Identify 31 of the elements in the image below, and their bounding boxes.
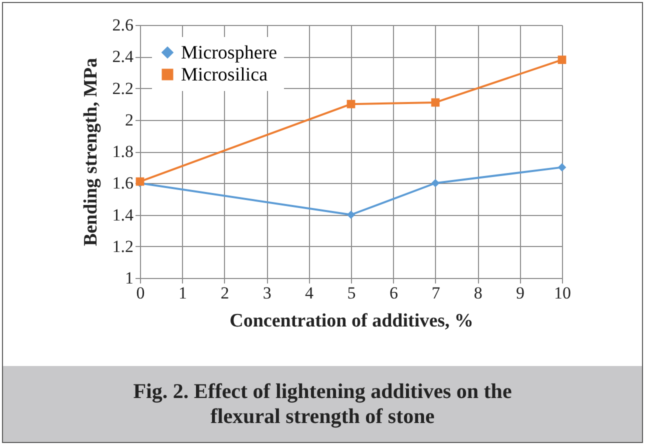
point [431,98,440,107]
y-tick-label: 2.6 [112,16,134,34]
legend-label: Microsilica [181,64,268,86]
x-tick-label: 0 [136,284,145,302]
x-tick-label: 3 [262,284,272,302]
y-axis-title: Bending strength, MPa [80,57,102,246]
x-tick-label: 1 [178,284,187,302]
y-tick-label: 2.4 [112,47,134,66]
y-tick-label: 1.2 [112,236,134,256]
legend-label: Microsphere [181,42,278,64]
point [431,178,440,188]
x-tick-label: 10 [554,284,571,302]
y-tick-label: 1.6 [112,174,134,193]
x-tick-label: 2 [220,284,230,302]
y-tick-label: 1.4 [112,205,134,224]
point [346,210,356,219]
point [558,163,566,172]
x-tick-label: 7 [432,284,441,302]
x-tick-label: 6 [389,284,398,302]
text: Fig. 2. Effect of lightening additives on the flexural strength of stone [132,379,512,429]
x-tick-label: 4 [305,284,314,302]
x-tick-label: 9 [516,284,525,302]
y-tick-label: 1.8 [112,142,134,161]
x-axis-title: Concentration of additives, % [230,310,474,332]
point [346,100,356,108]
x-tick-label: 8 [474,284,482,302]
point [558,56,566,64]
x-tick-label: 5 [347,284,356,302]
y-tick-label: 2 [125,110,134,130]
y-tick-label: 1 [125,268,134,288]
y-tick-label: 2.2 [112,78,134,98]
